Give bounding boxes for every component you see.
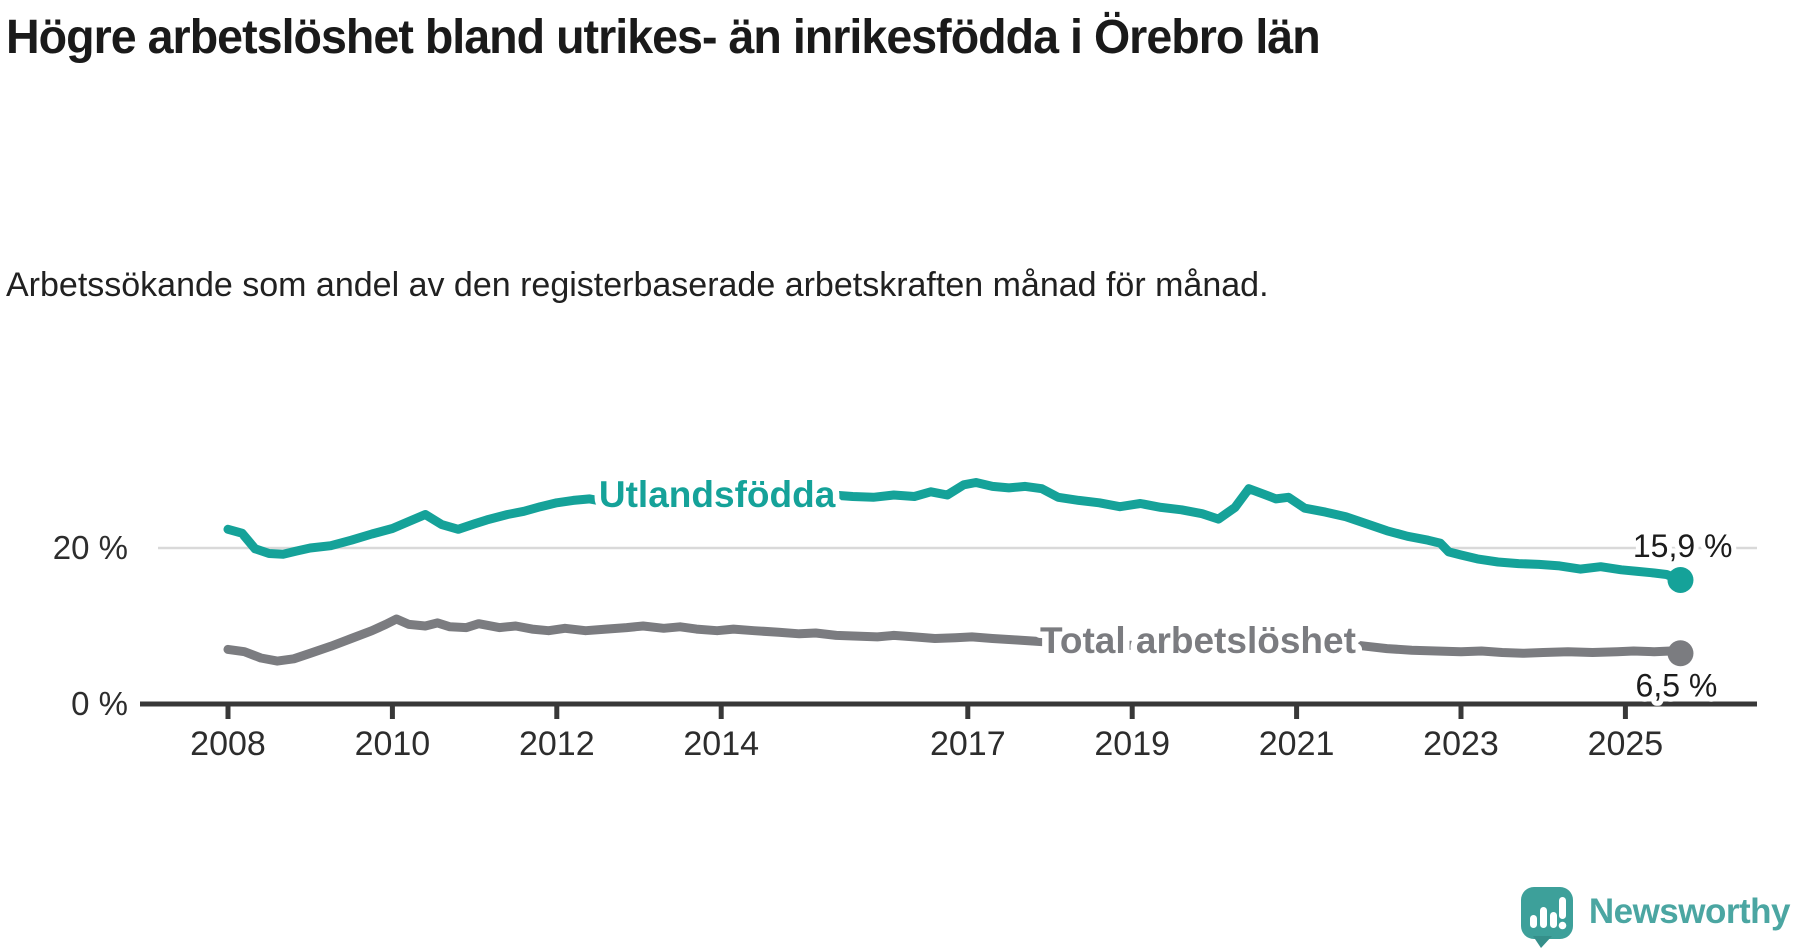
page-subtitle: Arbetssökande som andel av den registerb… <box>6 266 1269 304</box>
newsworthy-logo: Newsworthy <box>1520 886 1791 948</box>
x-tick-label: 2017 <box>930 725 1006 763</box>
page-title: Högre arbetslöshet bland utrikes- än inr… <box>6 11 1321 64</box>
series-line-1 <box>223 614 1685 666</box>
series-end-value-label-0: 15,9 % <box>1633 528 1733 564</box>
x-tick-label: 2012 <box>519 725 595 763</box>
series-label-1: Total arbetslöshet <box>1040 620 1356 661</box>
series-end-value-label-1: 6,5 % <box>1636 667 1718 703</box>
series-line-0 <box>223 478 1685 585</box>
x-tick-label: 2014 <box>683 725 759 763</box>
newsworthy-speech-bubble-bar-chart-icon <box>1520 887 1573 948</box>
x-tick-label: 2019 <box>1094 725 1170 763</box>
y-tick-label: 20 % <box>53 529 128 566</box>
series-end-dot-1 <box>1667 640 1694 667</box>
series-end-dot-0 <box>1667 566 1694 593</box>
series-label-0: Utlandsfödda <box>599 474 836 515</box>
x-tick-label: 2025 <box>1588 725 1664 763</box>
x-tick-label: 2021 <box>1259 725 1335 763</box>
newsworthy-wordmark: Newsworthy <box>1588 892 1791 931</box>
x-tick-label: 2008 <box>190 725 266 763</box>
x-tick-label: 2023 <box>1423 725 1499 763</box>
x-tick-label: 2010 <box>355 725 431 763</box>
y-tick-label: 0 % <box>71 685 128 722</box>
